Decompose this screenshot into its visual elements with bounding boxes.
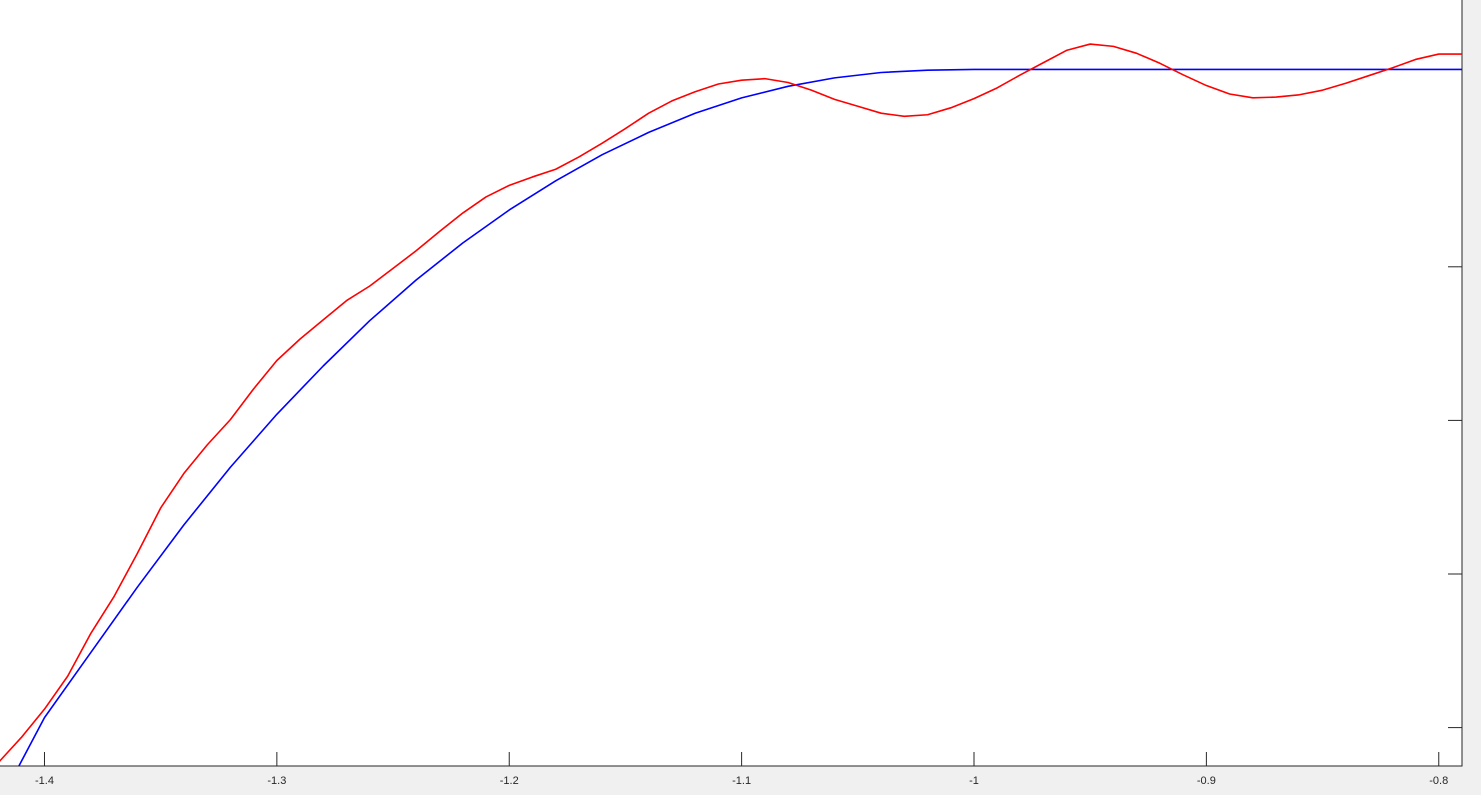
x-tick-label: -0.9 <box>1197 775 1216 787</box>
series-line-2 <box>0 43 1462 762</box>
x-tick-label: -0.8 <box>1429 775 1448 787</box>
x-tick-label: -1.2 <box>500 775 519 787</box>
x-tick-label: -1.1 <box>732 775 751 787</box>
axes-area[interactable] <box>0 0 1463 767</box>
x-tick-label: -1 <box>969 775 979 787</box>
series-line-1 <box>18 68 1462 767</box>
x-tick-label: -1.4 <box>35 775 54 787</box>
x-tick-label: -1.3 <box>267 775 286 787</box>
